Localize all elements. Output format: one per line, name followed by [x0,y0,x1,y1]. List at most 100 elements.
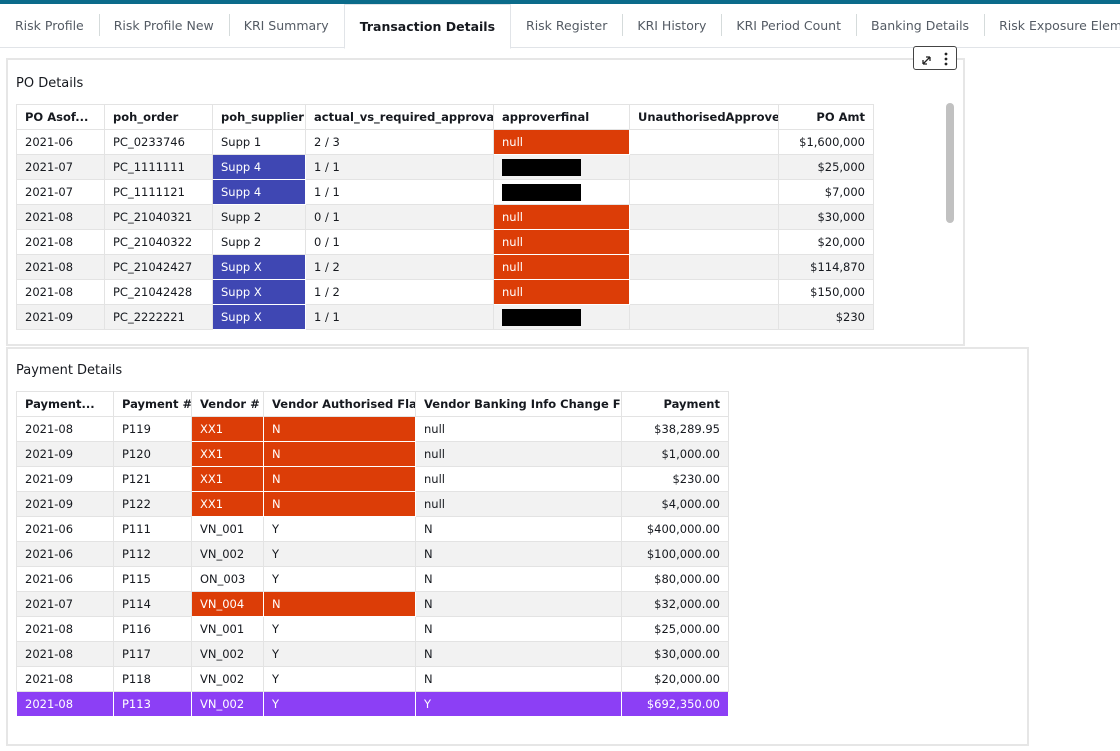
table-cell: VN_004 [191,591,264,617]
table-cell: 2021-06 [16,129,105,155]
table-cell: $7,000 [778,179,874,205]
tab[interactable]: Risk Profile [15,18,84,33]
table-cell: $100,000.00 [621,541,729,567]
table-cell: Supp X [212,279,306,305]
column-header[interactable]: Vendor # [191,391,264,417]
table-cell: $1,600,000 [778,129,874,155]
column-header[interactable]: poh_supplier [212,104,306,130]
table-cell: P112 [113,541,192,567]
table-cell: Supp 4 [212,154,306,180]
table-cell: 2021-09 [16,441,114,467]
table-cell: PC_21042427 [104,254,213,280]
table-cell: Supp 2 [212,204,306,230]
table-cell: 2021-06 [16,566,114,592]
column-header[interactable]: Vendor Authorised Flag [263,391,416,417]
table-cell [629,304,779,330]
tab[interactable]: Risk Exposure Elements [984,4,1120,47]
column-header[interactable]: Payment [621,391,729,417]
table-cell: P113 [113,691,192,717]
redacted-box [502,183,581,201]
table-cell: 2021-07 [16,154,105,180]
header-row: Payment... Payment # Vendor # Vendor Author… [16,391,729,417]
table-cell: ON_003 [191,566,264,592]
column-header[interactable]: PO Asof... [16,104,105,130]
tab[interactable]: Banking Details [856,4,984,47]
table-cell: XX1 [191,416,264,442]
table-cell: PC_0233746 [104,129,213,155]
table-cell [629,279,779,305]
tab[interactable]: Transaction Details [343,4,512,49]
table-cell: $30,000.00 [621,641,729,667]
table-cell: Y [263,566,416,592]
table-cell: $32,000.00 [621,591,729,617]
table-cell: null [493,129,630,155]
column-header[interactable]: UnauthorisedApprover [629,104,779,130]
table-cell: Y [263,541,416,567]
table-row: 2021-07 P114 VN_004 N N $32,000.00 [16,591,729,617]
table-cell: $4,000.00 [621,491,729,517]
table-cell: Supp 4 [212,179,306,205]
table-cell: 2021-07 [16,179,105,205]
table-cell: $25,000 [778,154,874,180]
table-cell: Supp X [212,304,306,330]
column-header[interactable]: PO Amt [778,104,874,130]
table-cell: $25,000.00 [621,616,729,642]
table-cell: $20,000.00 [621,666,729,692]
scrollbar[interactable] [946,103,954,223]
table-cell: $1,000.00 [621,441,729,467]
table-cell: N [263,416,416,442]
table-cell: N [415,591,622,617]
po-panel: PO Details PO Asof... poh_order poh_suppli… [6,58,965,346]
column-header[interactable]: actual_vs_required_approvals [305,104,494,130]
table-cell: P111 [113,516,192,542]
table-cell: 2021-06 [16,516,114,542]
table-cell: 1 / 2 [305,254,494,280]
table-cell: 1 / 2 [305,279,494,305]
table-cell [629,129,779,155]
table-cell: null [493,279,630,305]
column-header[interactable]: Payment... [16,391,114,417]
table-cell: $20,000 [778,229,874,255]
table-cell: N [415,666,622,692]
top-bar [0,0,1120,4]
tab[interactable]: KRI Period Count [721,4,856,47]
table-cell: P116 [113,616,192,642]
po-table: PO Asof... poh_order poh_supplier actual_vs… [16,104,874,330]
table-cell: Y [415,691,622,717]
table-cell: Supp 1 [212,129,306,155]
table-cell: Y [263,666,416,692]
tab[interactable]: Risk Profile New [98,4,229,47]
table-cell: 2021-08 [16,254,105,280]
table-cell: $80,000.00 [621,566,729,592]
table-cell: VN_002 [191,691,264,717]
table-cell: N [415,566,622,592]
tab[interactable]: KRI Summary [228,4,344,47]
table-cell: 2021-09 [16,466,114,492]
table-cell [629,179,779,205]
table-cell: N [263,466,416,492]
tab[interactable]: Risk Register [526,18,608,33]
column-header[interactable]: Payment # [113,391,192,417]
column-header[interactable]: Vendor Banking Info Change Flag [415,391,622,417]
table-cell: $38,289.95 [621,416,729,442]
table-cell: N [263,491,416,517]
tab[interactable]: KRI History [622,4,721,47]
table-cell: VN_002 [191,541,264,567]
table-row: 2021-08 P117 VN_002 Y N $30,000.00 [16,641,729,667]
table-cell: 1 / 1 [305,179,494,205]
table-cell: null [493,254,630,280]
table-cell: Y [263,691,416,717]
table-cell: PC_21042428 [104,279,213,305]
column-header[interactable]: approverfinal [493,104,630,130]
table-cell: $150,000 [778,279,874,305]
panel-menu[interactable] [913,46,957,70]
table-row: 2021-06 P111 VN_001 Y N $400,000.00 [16,516,729,542]
table-cell: N [415,641,622,667]
column-header[interactable]: poh_order [104,104,213,130]
